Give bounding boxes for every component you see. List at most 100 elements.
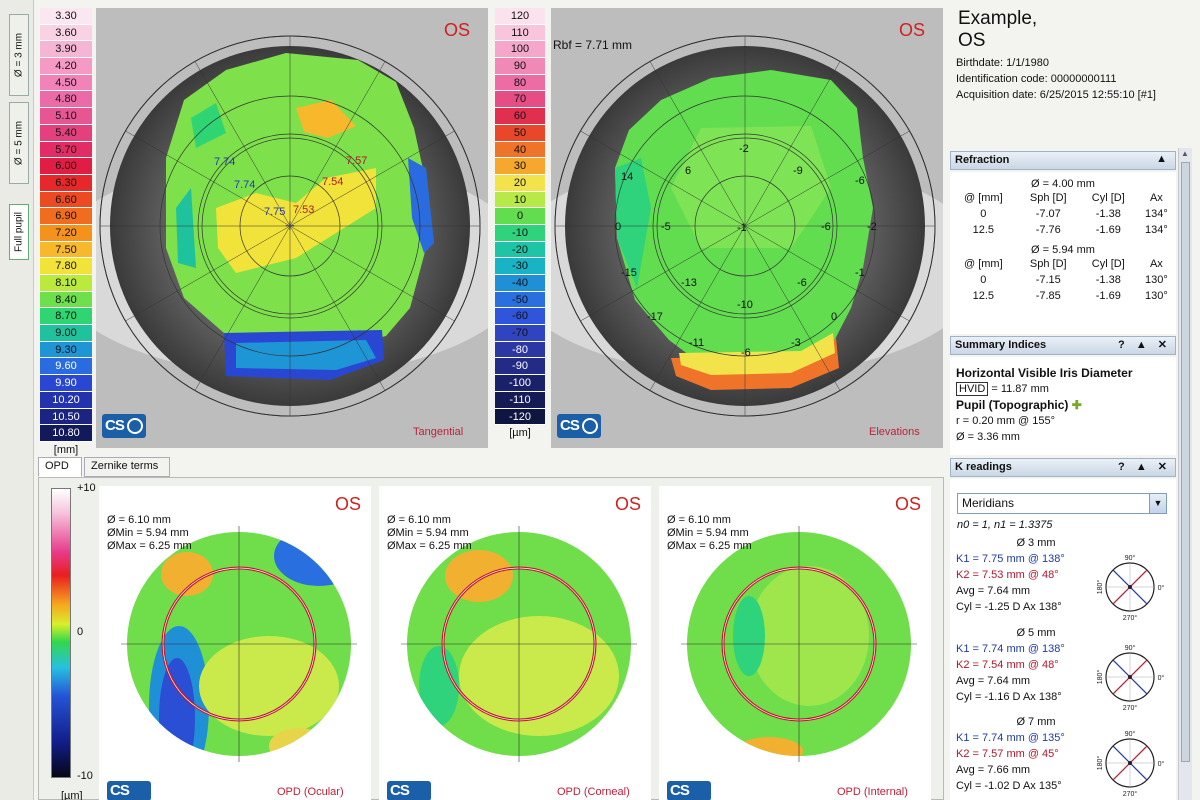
diam-value: Ø = 6.10 mm: [667, 514, 731, 526]
dmax-value: ØMax = 6.25 mm: [107, 540, 192, 552]
opd-internal-panel[interactable]: OS Ø = 6.10 mm ØMin = 5.94 mm ØMax = 6.2…: [659, 486, 931, 800]
scale-cell: 5.70: [40, 141, 92, 159]
close-icon[interactable]: ✕: [1157, 339, 1171, 351]
summary-header[interactable]: Summary Indices ? ▲ ✕: [950, 336, 1176, 355]
scale-unit: [mm]: [53, 443, 79, 456]
cyl-value: Cyl = -1.02 D Ax 135°: [956, 780, 1062, 792]
scale-cell: 7.20: [40, 224, 92, 242]
cso-logo: CS: [557, 414, 601, 438]
opd-scale-min: -10: [77, 770, 93, 782]
diam-value: Ø = 6.10 mm: [387, 514, 451, 526]
scale-cell: -120: [495, 408, 545, 426]
scale-cell: 20: [495, 174, 545, 192]
col-header: Cyl [D]: [1091, 192, 1125, 204]
scale-cell: 9.90: [40, 375, 92, 392]
tab-3mm[interactable]: Ø = 3 mm: [9, 14, 29, 96]
scale-cell: 30: [495, 158, 545, 175]
k-axis-dial: 90° 270° 180° 0°: [1097, 554, 1165, 622]
scale-cell: 10.80: [40, 425, 92, 442]
cell: 0: [980, 208, 987, 220]
dmax-value: ØMax = 6.25 mm: [387, 540, 472, 552]
scale-cell: 10.20: [40, 391, 92, 409]
collapse-icon[interactable]: ▲: [1135, 339, 1151, 351]
scale-cell: 4.80: [40, 91, 92, 109]
scrollbar-thumb[interactable]: [1181, 162, 1190, 762]
window-edge: [1192, 0, 1200, 800]
tab-full-pupil-label: Full pupil: [13, 211, 25, 253]
eye-label: OS: [615, 494, 642, 514]
pupil-d: Ø = 3.36 mm: [956, 431, 1020, 443]
scale-cell: 10: [495, 191, 545, 209]
svg-text:180°: 180°: [1097, 756, 1104, 771]
opd-area: +10 0 -10 [µm] OS Ø = 6.10 mm ØMin = 5.9…: [38, 477, 944, 800]
map-value-label: -1: [855, 267, 865, 279]
elevation-map: -2 -9 6 14 -6 0 -5 -1 -6 -2 -15 -13 -6 -1 -17 -10 0 -11 -6…: [551, 8, 943, 448]
scale-cell: -100: [495, 375, 545, 392]
scale-cell: 60: [495, 108, 545, 125]
refraction-header[interactable]: Refraction ▲: [950, 151, 1176, 170]
sidebar-scrollbar[interactable]: ▲: [1178, 148, 1192, 800]
tangential-map-panel[interactable]: ✛ 7.74 7.74 7.75 7.57 7.54 7.53 OS CS Tangenti…: [96, 8, 488, 448]
scale-cell: 9.30: [40, 341, 92, 359]
cso-logo-text: CS: [670, 782, 690, 799]
scale-cell: 6.00: [40, 158, 92, 175]
avg-value: Avg = 7.64 mm: [956, 675, 1031, 687]
col-header: Sph [D]: [1029, 258, 1067, 270]
help-icon[interactable]: ?: [1118, 339, 1129, 351]
cso-logo-text: CS: [105, 417, 125, 434]
plus-icon[interactable]: ✚: [1071, 398, 1082, 412]
tab-5mm[interactable]: Ø = 5 mm: [9, 102, 29, 184]
map-value-label: -2: [739, 143, 749, 155]
map-value-label: -3: [791, 337, 801, 349]
k-diam: Ø 7 mm: [1016, 716, 1056, 728]
scale-cell: -40: [495, 275, 545, 292]
scale-cell: 0: [495, 208, 545, 225]
patient-details: Birthdate: 1/1/1980 Identification code:…: [956, 55, 1156, 103]
opd-diameters: Ø = 6.10 mm ØMin = 5.94 mm ØMax = 6.25 m…: [387, 514, 472, 553]
opd-ocular-panel[interactable]: OS Ø = 6.10 mm ØMin = 5.94 mm ØMax = 6.2…: [99, 486, 371, 800]
opd-corneal-panel[interactable]: OS Ø = 6.10 mm ØMin = 5.94 mm ØMax = 6.2…: [379, 486, 651, 800]
svg-text:90°: 90°: [1125, 730, 1136, 738]
chevron-down-icon[interactable]: ▼: [1149, 494, 1166, 513]
pupil-title: Pupil (Topographic): [956, 398, 1069, 412]
k-readings-header[interactable]: K readings ? ▲ ✕: [950, 458, 1176, 477]
scale-cell: 9.00: [40, 325, 92, 342]
avg-value: Avg = 7.64 mm: [956, 585, 1031, 597]
cell: -7.15: [1035, 274, 1061, 286]
k2-value: K2 = 7.54 mm @ 48°: [956, 659, 1059, 671]
help-icon[interactable]: ?: [1118, 461, 1129, 473]
meridians-select[interactable]: Meridians ▼: [957, 493, 1167, 514]
patient-name: Example, OS: [958, 8, 1037, 52]
collapse-icon[interactable]: ▲: [1135, 461, 1151, 473]
hvid-title: Horizontal Visible Iris Diameter: [956, 366, 1133, 380]
opd-scale-max: +10: [77, 482, 96, 494]
scale-cell: 8.10: [40, 275, 92, 292]
cell: -1.69: [1095, 224, 1121, 236]
scale-cell: 3.60: [40, 24, 92, 42]
scale-cell: 6.30: [40, 174, 92, 192]
close-icon[interactable]: ✕: [1157, 461, 1171, 473]
tab-opd[interactable]: OPD: [38, 457, 82, 477]
tangential-color-scale: 3.30 3.60 3.90 4.20 4.50 4.80 5.10 5.40 5.70 6.00…: [40, 8, 92, 456]
map-value-label: 7.53: [293, 204, 314, 216]
cso-logo: CS: [107, 781, 151, 800]
map-value-label: -6: [821, 221, 831, 233]
scroll-up-icon[interactable]: ▲: [1181, 149, 1189, 158]
elevation-map-panel[interactable]: -2 -9 6 14 -6 0 -5 -1 -6 -2 -15 -13 -6 -1 -17 -10 0 -11 -6…: [551, 8, 943, 448]
acquisition-date: Acquisition date: 6/25/2015 12:55:10 [#1…: [956, 89, 1156, 101]
map-value-label: -13: [681, 277, 697, 289]
tab-full-pupil[interactable]: Full pupil: [9, 204, 29, 260]
scale-cell: 7.80: [40, 258, 92, 275]
k-axis-dial: 90° 270° 180° 0°: [1097, 730, 1165, 798]
tab-zernike-terms[interactable]: Zernike terms: [84, 457, 170, 477]
cso-logo: CS: [667, 781, 711, 800]
scale-unit: [µm]: [509, 427, 531, 440]
tab-5mm-label: Ø = 5 mm: [13, 120, 25, 166]
collapse-icon[interactable]: ▲: [1156, 153, 1171, 165]
col-header: @ [mm]: [963, 258, 1003, 270]
map-value-label: -11: [689, 337, 704, 349]
map-value-label: -9: [793, 165, 803, 177]
scale-cell: -30: [495, 258, 545, 275]
cell: 130°: [1144, 290, 1168, 302]
scale-cell: 4.20: [40, 58, 92, 75]
